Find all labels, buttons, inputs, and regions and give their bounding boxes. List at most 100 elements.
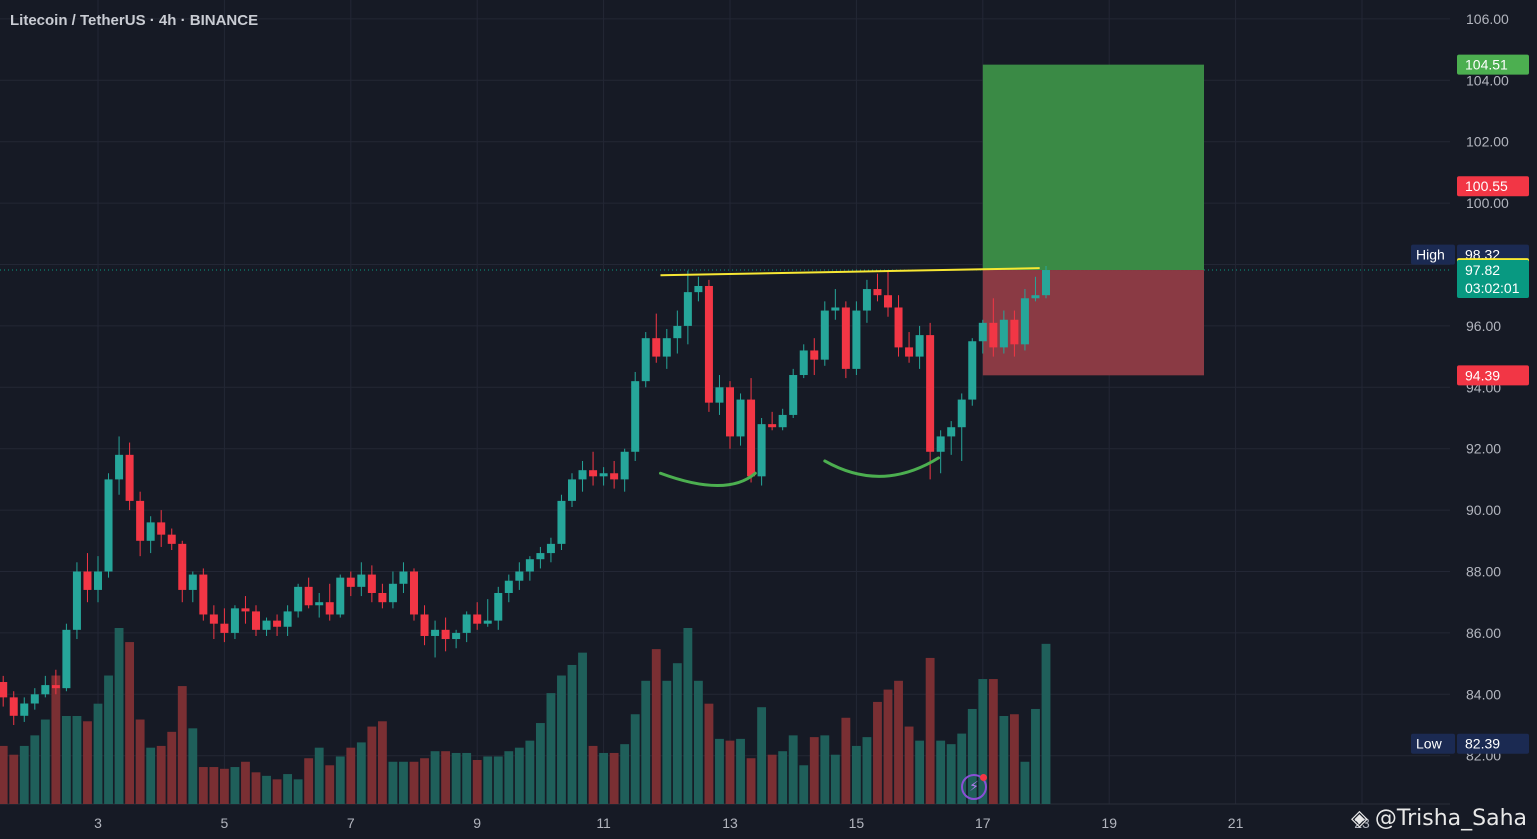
volume-bar — [894, 680, 903, 804]
candle-body — [831, 307, 840, 311]
price-tick-label: 100.00 — [1466, 195, 1509, 211]
price-label-badge — [1457, 260, 1529, 299]
candle-body — [778, 414, 787, 428]
time-axis[interactable]: 3 5 7 9 11 13 15 17 19 21 23 — [94, 815, 1370, 831]
candle-body — [841, 307, 850, 369]
volume-bar — [715, 738, 724, 804]
candle-body — [431, 629, 440, 636]
price-tick-label: 90.00 — [1466, 502, 1501, 518]
time-tick-label: 9 — [473, 815, 481, 831]
volume-bar — [61, 716, 71, 804]
volume-bar — [514, 747, 524, 804]
candle-body — [41, 685, 50, 695]
candle-body — [957, 399, 966, 428]
volume-bar — [809, 737, 819, 804]
candle-body — [178, 543, 187, 590]
candle-body — [378, 592, 387, 603]
candle-body — [799, 350, 808, 376]
volume-bar — [177, 686, 187, 804]
candle-body — [936, 436, 945, 452]
candle-body — [199, 574, 208, 615]
volume-bar — [967, 708, 977, 804]
lightning-icon[interactable]: ⚡ — [961, 774, 987, 800]
volume-bar — [799, 765, 809, 804]
volume-bar — [0, 745, 8, 804]
volume-bar — [188, 728, 198, 804]
candle-body — [725, 387, 735, 437]
volume-bar — [325, 765, 335, 804]
volume-bar — [578, 652, 587, 804]
candle-body — [420, 614, 429, 636]
candle-body — [1041, 270, 1051, 296]
volume-bar — [778, 751, 788, 804]
time-tick-label: 13 — [722, 815, 738, 831]
candle-body — [894, 307, 903, 348]
candle-body — [715, 387, 724, 403]
candle-body — [926, 335, 935, 452]
time-tick-label: 17 — [975, 815, 991, 831]
candle-body — [115, 454, 124, 480]
volume-bar — [409, 761, 419, 804]
time-tick-label: 5 — [221, 815, 229, 831]
volume-bar — [377, 721, 387, 804]
price-axis[interactable]: 82.0084.0086.0088.0090.0092.0094.0096.00… — [1466, 11, 1509, 764]
volume-bar — [683, 628, 693, 804]
candle-body — [357, 574, 366, 587]
candle-body — [683, 292, 692, 326]
candle-body — [1010, 319, 1019, 345]
candle-body — [978, 322, 987, 342]
candle-body — [578, 470, 587, 480]
candle-body — [83, 571, 92, 590]
time-tick-label: 23 — [1354, 815, 1370, 831]
volume-bar — [999, 716, 1009, 804]
candle-body — [1031, 295, 1040, 299]
volume-bar — [662, 680, 672, 804]
pattern-drawings — [658, 267, 1040, 487]
volume-bar — [198, 767, 208, 804]
time-tick-label: 15 — [849, 815, 865, 831]
candle-body — [30, 694, 39, 704]
time-tick-label: 11 — [596, 815, 611, 831]
candle-body — [631, 381, 640, 452]
volume-bar — [599, 752, 609, 804]
candle-body — [694, 285, 703, 293]
volume-bar — [472, 760, 482, 804]
price-tick-label: 88.00 — [1466, 564, 1501, 580]
pattern-arc — [823, 456, 941, 478]
candle-body — [641, 338, 650, 382]
volume-bar — [209, 767, 219, 804]
candle-body — [367, 574, 376, 593]
volume-bar — [946, 744, 956, 804]
candle-body — [220, 623, 229, 633]
volume-bar — [873, 701, 882, 804]
volume-bar — [283, 774, 293, 804]
price-label-badge — [1457, 176, 1529, 197]
chart-grid — [0, 0, 1450, 805]
volume-bar — [146, 747, 156, 804]
candle-body — [483, 620, 492, 624]
volume-bar — [167, 731, 177, 804]
volume-bar — [557, 675, 566, 804]
volume-bar — [504, 751, 514, 804]
candle-body — [589, 470, 598, 477]
volume-bar — [525, 740, 535, 804]
candle-body — [273, 620, 282, 627]
volume-bar — [135, 719, 145, 804]
notification-dot — [980, 774, 987, 781]
candle-body — [62, 629, 71, 689]
volume-bar — [651, 649, 661, 804]
candle-body — [747, 399, 756, 477]
volume-bar — [693, 680, 703, 804]
price-tick-label: 96.00 — [1466, 318, 1501, 334]
volume-bar — [125, 642, 135, 804]
candle-body — [441, 629, 450, 640]
volume-bar — [736, 738, 745, 804]
volume-bar — [314, 747, 324, 804]
volume-bar — [346, 747, 356, 804]
stop-loss-zone — [982, 270, 1204, 376]
candle-body — [883, 295, 893, 308]
candle-body — [399, 571, 408, 584]
candle-body — [567, 479, 577, 501]
candle-body — [0, 682, 8, 698]
